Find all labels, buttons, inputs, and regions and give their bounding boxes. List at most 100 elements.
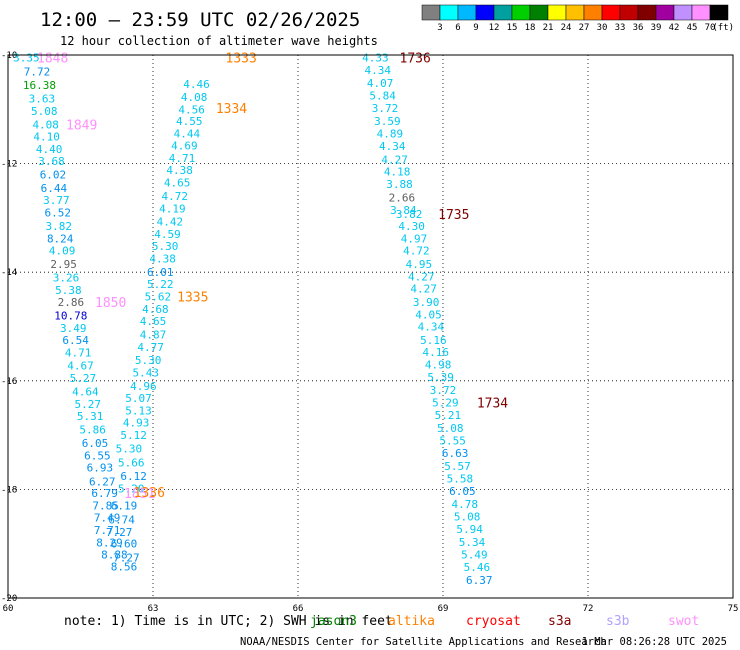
wave-height-point: 8.24	[47, 233, 74, 246]
colorbar-swatch	[547, 4, 567, 21]
wave-height-point: 3.72	[372, 102, 399, 115]
colorbar-label: 39	[651, 23, 662, 33]
wave-height-point: 3.49	[60, 322, 87, 335]
wave-height-point: 4.05	[415, 309, 442, 322]
wave-height-point: 2.95	[50, 258, 77, 271]
colorbar-swatch	[457, 4, 477, 21]
x-tick-label: 69	[438, 604, 449, 614]
colorbar-swatch	[691, 4, 711, 21]
wave-height-point: 4.34	[418, 321, 445, 334]
colorbar-swatch	[439, 4, 459, 21]
pass-label: 1735	[438, 208, 469, 223]
wave-height-point: 4.98	[425, 359, 452, 372]
wave-height-point: 4.93	[123, 417, 150, 430]
data-points: 3.357.7216.383.635.084.084.104.403.686.0…	[13, 52, 492, 587]
x-tick-label: 60	[3, 604, 14, 614]
wave-height-point: 7.27	[113, 551, 140, 564]
wave-height-point: 4.64	[72, 386, 99, 399]
wave-height-point: 4.95	[406, 258, 433, 271]
wave-height-point: 4.67	[67, 360, 94, 373]
y-tick-label: -16	[1, 377, 17, 387]
wave-height-point: 6.74	[108, 513, 135, 526]
colorbar-swatch	[475, 4, 495, 21]
x-tick-label: 72	[583, 604, 594, 614]
wave-height-point: 4.07	[367, 77, 394, 90]
wave-height-point: 4.72	[403, 244, 430, 257]
wave-height-point: 5.94	[456, 523, 483, 536]
pass-label: 1334	[216, 102, 247, 117]
wave-height-point: 3.82	[46, 220, 73, 233]
wave-height-point: 4.27	[408, 271, 435, 284]
legend-entry: cryosat	[466, 614, 521, 629]
colorbar-unit: (ft)	[712, 23, 734, 33]
wave-height-point: 5.21	[435, 409, 462, 422]
wave-height-point: 5.39	[427, 371, 454, 384]
wave-height-point: 4.65	[164, 177, 191, 190]
colorbar-label: 9	[473, 23, 478, 33]
wave-height-point: 4.18	[384, 166, 411, 179]
y-tick-label: -14	[1, 268, 17, 278]
y-tick-label: -12	[1, 160, 17, 170]
wave-height-point: 5.30	[152, 240, 179, 253]
wave-height-point: 4.59	[154, 228, 181, 241]
wave-height-point: 6.19	[111, 500, 138, 513]
wave-height-point: 4.89	[377, 128, 404, 141]
wave-height-point: 6.93	[87, 462, 114, 475]
wave-height-point: 8.29	[96, 537, 123, 550]
colorbar-label: 18	[525, 23, 536, 33]
plot-frame	[7, 54, 734, 599]
pass-label: 1734	[477, 397, 508, 412]
colorbar-label: 12	[489, 23, 500, 33]
wave-height-point: 10.78	[54, 310, 87, 323]
wave-height-point: 4.44	[174, 128, 201, 141]
colorbar-label: 30	[597, 23, 608, 33]
colorbar-label: 36	[633, 23, 644, 33]
wave-height-point: 5.30	[116, 443, 143, 456]
wave-height-point: 5.08	[454, 511, 481, 524]
x-tick-label: 75	[728, 604, 739, 614]
wave-height-point: 3.72	[430, 384, 457, 397]
wave-height-point: 4.38	[149, 253, 176, 266]
wave-height-point: 3.82	[396, 208, 423, 221]
wave-height-point: 5.86	[79, 424, 106, 437]
colorbar-label: 24	[561, 23, 572, 33]
wave-height-point: 7.49	[94, 512, 121, 525]
wave-height-point: 5.84	[369, 90, 396, 103]
colorbar-swatch	[601, 4, 621, 21]
wave-height-point: 5.27	[75, 398, 102, 411]
wave-height-point: 5.08	[31, 105, 58, 118]
wave-height-point: 4.69	[171, 140, 198, 153]
wave-height-point: 7.72	[24, 65, 51, 78]
wave-height-point: 4.87	[140, 329, 167, 342]
chart-title: 12:00 – 23:59 UTC 02/26/2025	[40, 9, 360, 31]
colorbar-swatch	[529, 4, 549, 21]
wave-height-point: 6.02	[40, 168, 67, 181]
wave-height-point: 5.38	[55, 284, 82, 297]
colorbar-swatch	[709, 4, 729, 21]
wave-height-point: 6.12	[120, 470, 147, 483]
wave-height-point: 6.54	[62, 334, 89, 347]
wave-height-point: 6.79	[91, 487, 118, 500]
wave-height-point: 6.44	[41, 182, 68, 195]
wave-height-point: 4.56	[178, 103, 205, 116]
colorbar-label: 6	[455, 23, 460, 33]
pass-label: 1335	[177, 291, 208, 306]
axis-ticks: 60 63 66 69 72 75 -10 -12 -14 -16 -18 -20	[1, 51, 738, 614]
wave-height-point: 8.88	[101, 549, 128, 562]
wave-height-point: 5.29	[432, 397, 459, 410]
wave-height-point: 4.71	[65, 347, 92, 360]
wave-height-point: 5.22	[147, 278, 174, 291]
legend-entry: jason3	[310, 614, 357, 629]
wave-height-point: 4.10	[33, 130, 60, 143]
wave-height-point: 4.09	[49, 244, 76, 257]
wave-height-point: 4.55	[176, 115, 203, 128]
wave-height-point: 6.60	[111, 538, 138, 551]
wave-height-point: 5.16	[420, 334, 447, 347]
colorbar-label: 27	[579, 23, 590, 33]
wave-height-point: 2.66	[389, 191, 416, 204]
footer-credit: NOAA/NESDIS Center for Satellite Applica…	[240, 636, 607, 648]
wave-height-point: 4.78	[452, 498, 479, 511]
legend-entry: swot	[668, 614, 699, 629]
wave-height-point: 4.71	[169, 152, 196, 165]
